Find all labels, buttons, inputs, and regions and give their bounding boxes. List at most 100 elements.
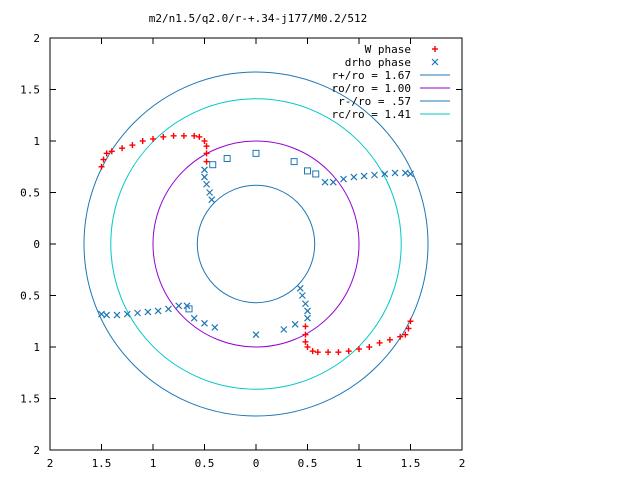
data-point: [360, 172, 368, 180]
data-point: [98, 163, 105, 170]
legend-entry-label: drho phase: [345, 56, 411, 69]
marker-stroke: [280, 326, 288, 333]
marker-stroke: [165, 305, 172, 313]
data-point: [397, 333, 404, 340]
axis-ticks: 2 1.5 1 0.5 0 0.5 1 1.5 221.510.500.511.52: [20, 32, 465, 470]
data-point: [407, 318, 414, 325]
data-point: [304, 307, 311, 315]
reference-circle: [110, 98, 402, 390]
data-point: [350, 173, 358, 181]
marker-stroke: [291, 320, 299, 328]
marker-stroke: [175, 302, 183, 310]
y-tick-label: 1.5: [20, 393, 40, 406]
data-point: [160, 133, 167, 140]
data-point: [201, 173, 208, 181]
marker-stroke: [407, 170, 414, 178]
y-tick-label: 2: [33, 32, 40, 45]
data-point: [335, 349, 342, 356]
data-point: [211, 324, 219, 331]
reference-circle: [196, 184, 316, 304]
data-point: [98, 310, 105, 318]
data-point: [134, 309, 141, 317]
reference-circle: [83, 71, 429, 417]
data-point: [309, 348, 316, 355]
data-point: [191, 132, 198, 139]
data-point: [329, 178, 337, 186]
marker-stroke: [190, 314, 198, 322]
marker-stroke: [201, 173, 208, 181]
data-point: [345, 348, 352, 355]
data-point: [312, 170, 320, 178]
marker-stroke: [206, 189, 214, 196]
data-point: [123, 310, 131, 318]
data-point: [252, 149, 260, 157]
data-point: [252, 331, 260, 339]
marker-stroke: [302, 300, 309, 308]
data-point: [321, 178, 329, 186]
data-point: [302, 338, 309, 345]
marker-stroke: [371, 171, 378, 179]
data-point: [201, 138, 208, 144]
data-point: [302, 300, 309, 308]
x-tick-label: 1: [356, 457, 363, 470]
data-point: [165, 305, 172, 313]
legend-sample: [431, 58, 439, 66]
marker-stroke: [203, 180, 210, 188]
data-series: [98, 132, 414, 356]
data-point: [201, 166, 208, 174]
marker-stroke: [134, 309, 141, 317]
marker-stroke: [350, 173, 358, 181]
marker-stroke: [431, 58, 439, 66]
marker-stroke: [296, 284, 304, 292]
data-point: [401, 169, 409, 177]
data-point: [203, 150, 210, 157]
data-point: [119, 145, 126, 152]
x-tick-label: 1: [150, 457, 157, 470]
data-point: [103, 150, 110, 157]
data-point: [356, 346, 362, 353]
marker-stroke: [298, 292, 306, 299]
data-point: [280, 326, 288, 333]
x-tick-label: 0: [253, 457, 260, 470]
marker-stroke: [123, 310, 131, 318]
data-point: [405, 325, 412, 332]
marker-stroke: [211, 324, 219, 331]
data-point: [170, 132, 177, 139]
data-point: [175, 302, 183, 310]
data-point: [402, 331, 409, 338]
legend-entry-label: r+/ro = 1.67: [332, 69, 411, 82]
reference-circles: [83, 71, 429, 417]
data-point: [154, 307, 162, 315]
legend-entry-label: rc/ro = 1.41: [332, 108, 411, 121]
data-point: [203, 180, 210, 188]
legend-entry-label: W phase: [365, 43, 411, 56]
x-tick-label: 0.5: [298, 457, 318, 470]
y-tick-label: 2: [33, 444, 40, 457]
data-point: [208, 196, 216, 204]
data-point: [201, 319, 208, 327]
marker-stroke: [381, 170, 389, 178]
data-point: [196, 133, 203, 140]
marker-stroke: [252, 331, 260, 339]
legend-entry-label: ro/ro = 1.00: [332, 82, 411, 95]
x-tick-label: 2: [459, 457, 466, 470]
data-point: [291, 320, 299, 328]
data-point: [190, 314, 198, 322]
data-point: [407, 170, 414, 178]
data-point: [203, 143, 210, 150]
reference-circle: [152, 140, 360, 348]
y-tick-label: 0: [33, 238, 40, 251]
marker-stroke: [154, 307, 162, 315]
data-point: [304, 167, 311, 175]
data-point: [206, 189, 214, 196]
marker-stroke: [208, 196, 216, 204]
data-point: [150, 135, 156, 142]
data-point: [108, 148, 115, 155]
data-point: [223, 155, 231, 163]
marker-stroke: [401, 169, 409, 177]
data-point: [371, 171, 378, 179]
marker-stroke: [113, 311, 121, 319]
marker-stroke: [201, 166, 208, 174]
